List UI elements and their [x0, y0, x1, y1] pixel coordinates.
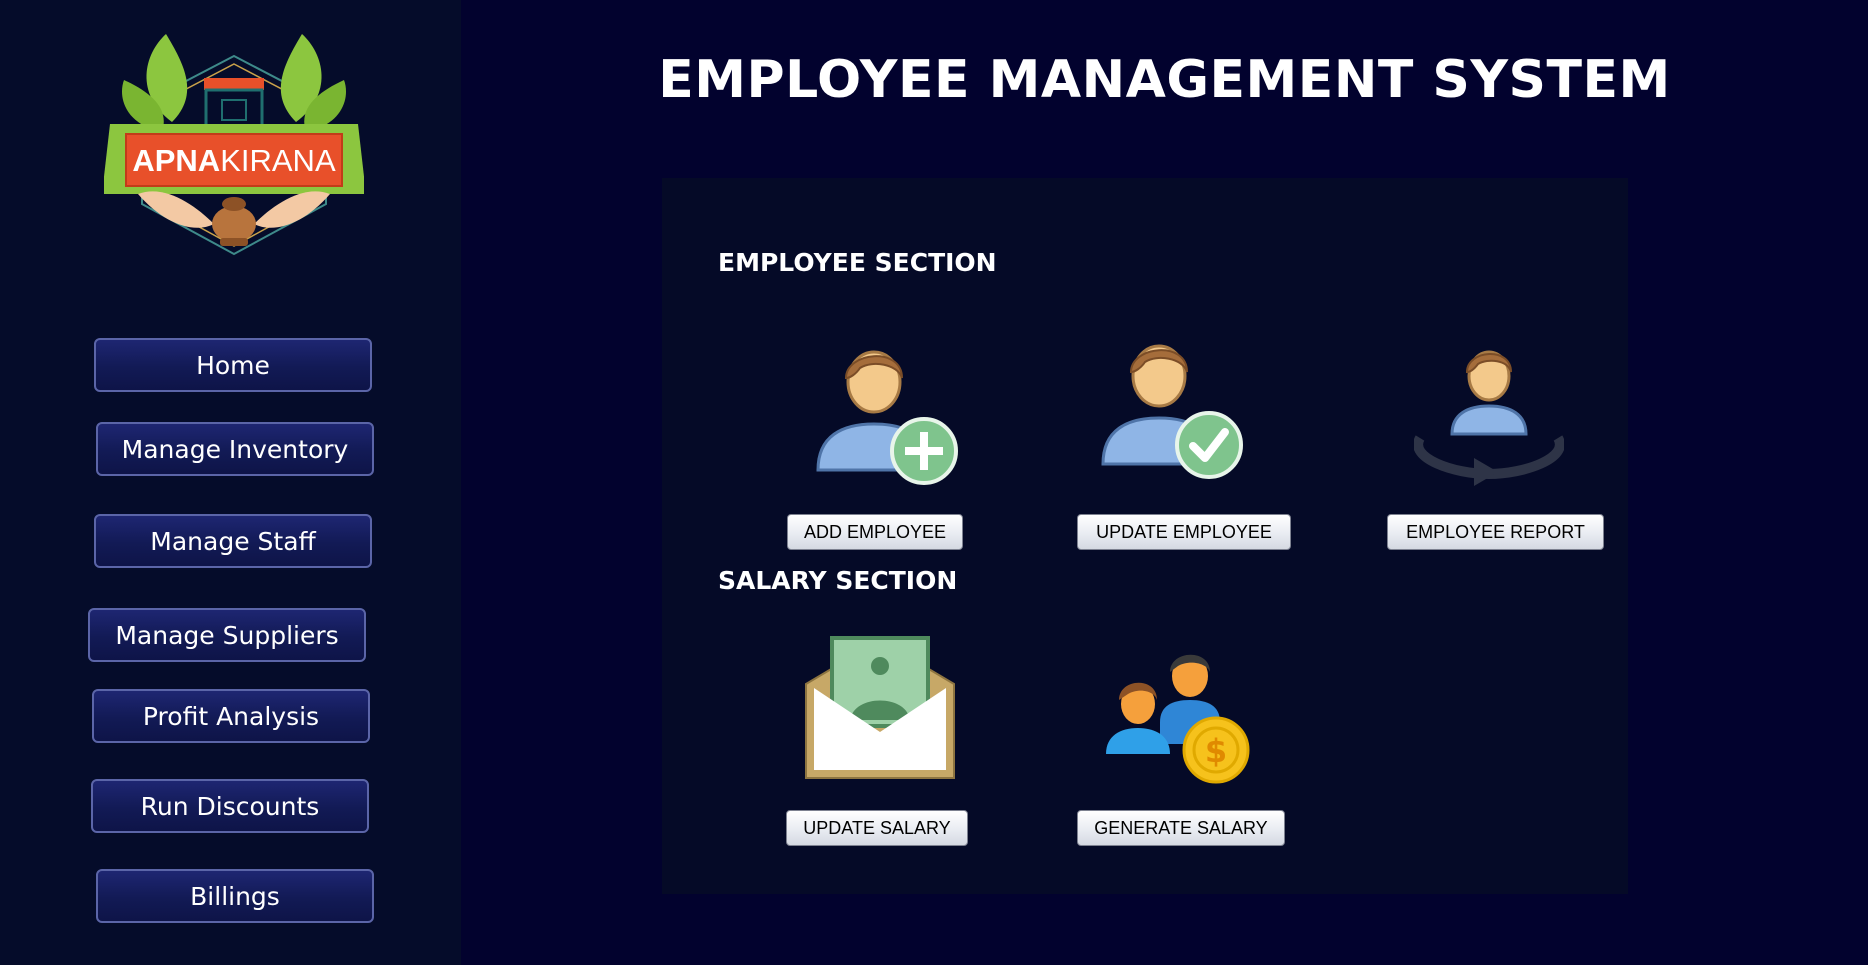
nav-manage-suppliers-button[interactable]: Manage Suppliers [88, 608, 366, 662]
employee-report-button[interactable]: EMPLOYEE REPORT [1387, 514, 1604, 550]
employee-report-icon[interactable] [1414, 338, 1564, 488]
nav-manage-staff-button[interactable]: Manage Staff [94, 514, 372, 568]
sidebar: APNAKIRANA Home Manage Inventory Manage … [0, 0, 461, 965]
nav-home-button[interactable]: Home [94, 338, 372, 392]
apnakirana-logo: APNAKIRANA [104, 34, 364, 256]
add-employee-button[interactable]: ADD EMPLOYEE [787, 514, 963, 550]
main-panel: EMPLOYEE SECTION ADD EMPLOYEE UPDATE EMP… [662, 178, 1628, 894]
add-employee-icon[interactable] [812, 338, 962, 488]
generate-salary-icon[interactable]: $ [1102, 644, 1252, 784]
salary-envelope-icon[interactable] [802, 636, 958, 782]
generate-salary-button[interactable]: GENERATE SALARY [1077, 810, 1285, 846]
update-employee-button[interactable]: UPDATE EMPLOYEE [1077, 514, 1291, 550]
logo-text-regular: KIRANA [220, 143, 336, 178]
logo-text-bold: APNA [132, 143, 220, 178]
page-title: EMPLOYEE MANAGEMENT SYSTEM [658, 50, 1671, 110]
nav-billings-button[interactable]: Billings [96, 869, 374, 923]
nav-manage-inventory-button[interactable]: Manage Inventory [96, 422, 374, 476]
salary-section-title: SALARY SECTION [718, 566, 958, 595]
update-salary-button[interactable]: UPDATE SALARY [786, 810, 968, 846]
update-employee-icon[interactable] [1097, 332, 1247, 482]
svg-text:$: $ [1205, 732, 1227, 770]
nav-run-discounts-button[interactable]: Run Discounts [91, 779, 369, 833]
nav-profit-analysis-button[interactable]: Profit Analysis [92, 689, 370, 743]
svg-text:APNAKIRANA: APNAKIRANA [132, 143, 336, 178]
employee-section-title: EMPLOYEE SECTION [718, 248, 997, 277]
